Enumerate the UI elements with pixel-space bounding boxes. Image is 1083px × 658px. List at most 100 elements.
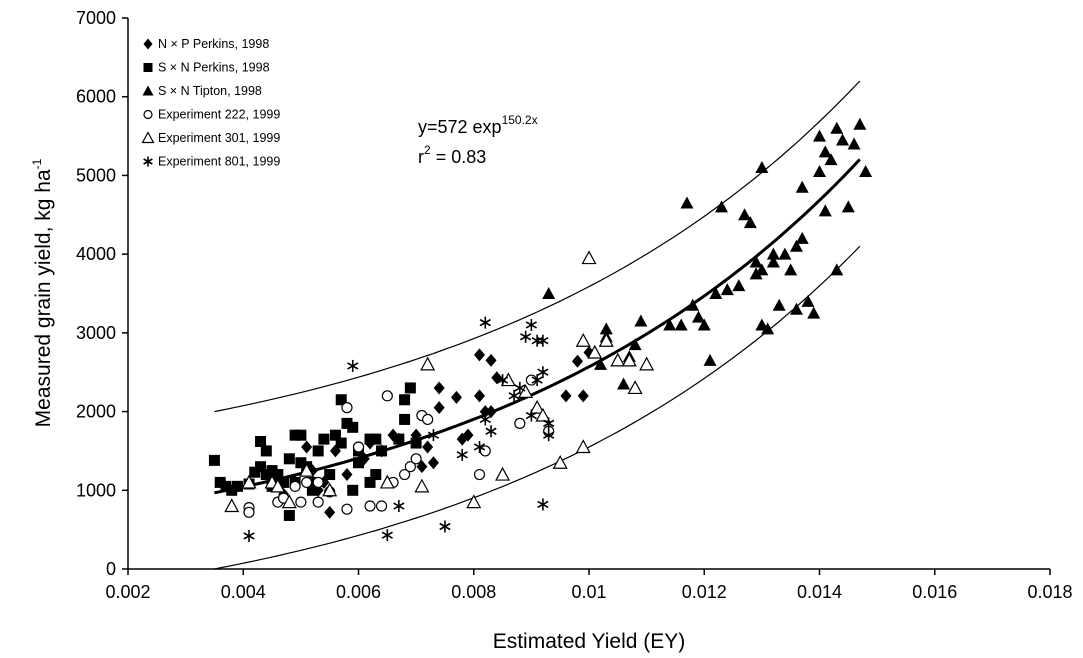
triangle-point xyxy=(813,129,826,142)
y-tick-label: 7000 xyxy=(76,8,116,28)
star-point xyxy=(243,529,255,542)
y-tick-label: 2000 xyxy=(76,402,116,422)
triangle-open-point xyxy=(379,474,395,489)
diamond-point xyxy=(560,389,572,403)
series-star xyxy=(243,316,555,542)
triangle-point xyxy=(766,247,780,260)
circle-open-point xyxy=(312,476,324,489)
diamond-point xyxy=(341,468,353,482)
triangle-point xyxy=(778,247,792,260)
triangle-point xyxy=(847,137,861,150)
triangle-open-point xyxy=(610,352,626,367)
diamond-point xyxy=(474,389,486,403)
legend-label: Experiment 301, 1999 xyxy=(158,131,280,145)
star-point xyxy=(473,440,486,453)
square-point xyxy=(399,394,411,406)
triangle-open-point xyxy=(241,474,257,489)
legend-marker-triangle xyxy=(142,85,154,96)
star-point-stroke xyxy=(537,337,549,345)
y-tick-label: 6000 xyxy=(76,87,116,107)
triangle-open-point xyxy=(466,494,482,509)
x-tick-label: 0.008 xyxy=(451,582,496,602)
x-tick-label: 0.016 xyxy=(912,582,957,602)
square-point xyxy=(306,476,318,488)
circle-open-point xyxy=(410,453,422,465)
y-tick-label: 4000 xyxy=(76,244,116,264)
y-axis-title-sup: -1 xyxy=(30,158,44,169)
diamond-point xyxy=(571,354,583,368)
star-point xyxy=(439,520,451,533)
circle-open-point xyxy=(364,500,376,512)
triangle-point xyxy=(542,287,556,299)
square-point xyxy=(295,429,307,441)
diamond-point xyxy=(462,428,474,442)
triangle-point xyxy=(761,322,775,335)
diamond-point xyxy=(577,389,589,403)
circle-open-point xyxy=(399,468,411,481)
square-point xyxy=(289,429,301,441)
square-point xyxy=(364,476,376,488)
square-point xyxy=(214,476,226,488)
legend-label: S × N Perkins, 1998 xyxy=(158,61,270,75)
star-point xyxy=(485,425,497,438)
x-tick-label: 0.012 xyxy=(682,582,727,602)
legend-marker-circle-open xyxy=(143,109,153,120)
square-point xyxy=(312,445,324,457)
r-squared-value: = 0.83 xyxy=(431,147,487,167)
diamond-point xyxy=(422,440,434,454)
legend-label: Experiment 222, 1999 xyxy=(158,108,280,122)
series-triangle xyxy=(542,117,873,390)
triangle-point xyxy=(755,161,769,174)
circle-open-point xyxy=(295,496,307,508)
star-point-stroke xyxy=(537,368,549,376)
star-point-stroke xyxy=(543,419,555,428)
square-point xyxy=(410,437,422,449)
diamond-point xyxy=(479,405,491,419)
r-squared-r: r xyxy=(418,147,424,167)
triangle-open-point xyxy=(587,344,603,359)
star-point xyxy=(519,330,532,343)
equation-exponent: 150.2x xyxy=(502,113,538,127)
diamond-point xyxy=(433,381,445,395)
triangle-point xyxy=(789,239,803,252)
upper-band-curve xyxy=(214,80,861,413)
diamond-point xyxy=(485,353,497,367)
star-point xyxy=(427,429,440,442)
circle-open-point xyxy=(381,390,393,402)
y-tick-label: 0 xyxy=(106,559,116,579)
star-point xyxy=(537,334,549,347)
star-point-stroke xyxy=(456,451,468,459)
circle-open-point xyxy=(514,417,526,429)
y-axis-title: Measured grain yield, kg ha-1 xyxy=(30,158,55,427)
legend-marker-square xyxy=(143,63,153,72)
square-point xyxy=(208,454,220,466)
star-point-stroke xyxy=(427,431,440,439)
triangle-point xyxy=(709,287,723,299)
square-point xyxy=(260,469,272,481)
square-point xyxy=(272,469,284,481)
triangle-point xyxy=(853,117,867,130)
x-tick-label: 0.004 xyxy=(221,582,266,602)
star-point-stroke xyxy=(243,532,255,540)
square-point xyxy=(260,445,272,457)
triangle-point xyxy=(755,263,769,276)
star-point-stroke xyxy=(479,415,491,424)
star-point-stroke xyxy=(496,376,509,384)
circle-open-point xyxy=(375,500,388,512)
triangle-point xyxy=(743,216,757,229)
circle-open-point xyxy=(352,441,365,453)
star-point xyxy=(393,500,405,513)
triangle-open-point xyxy=(518,384,534,398)
triangle-open-point xyxy=(224,498,240,513)
triangle-point xyxy=(749,255,763,268)
triangle-open-point xyxy=(575,332,591,347)
star-point xyxy=(479,316,491,329)
circle-open-point xyxy=(473,468,486,481)
triangle-point xyxy=(807,306,821,319)
star-point-stroke xyxy=(508,392,520,400)
triangle-open-point xyxy=(575,439,591,454)
star-point xyxy=(508,389,520,402)
y-axis-title-main: Measured grain yield, kg ha xyxy=(32,169,55,427)
triangle-point xyxy=(784,263,798,276)
triangle-point xyxy=(801,294,815,307)
